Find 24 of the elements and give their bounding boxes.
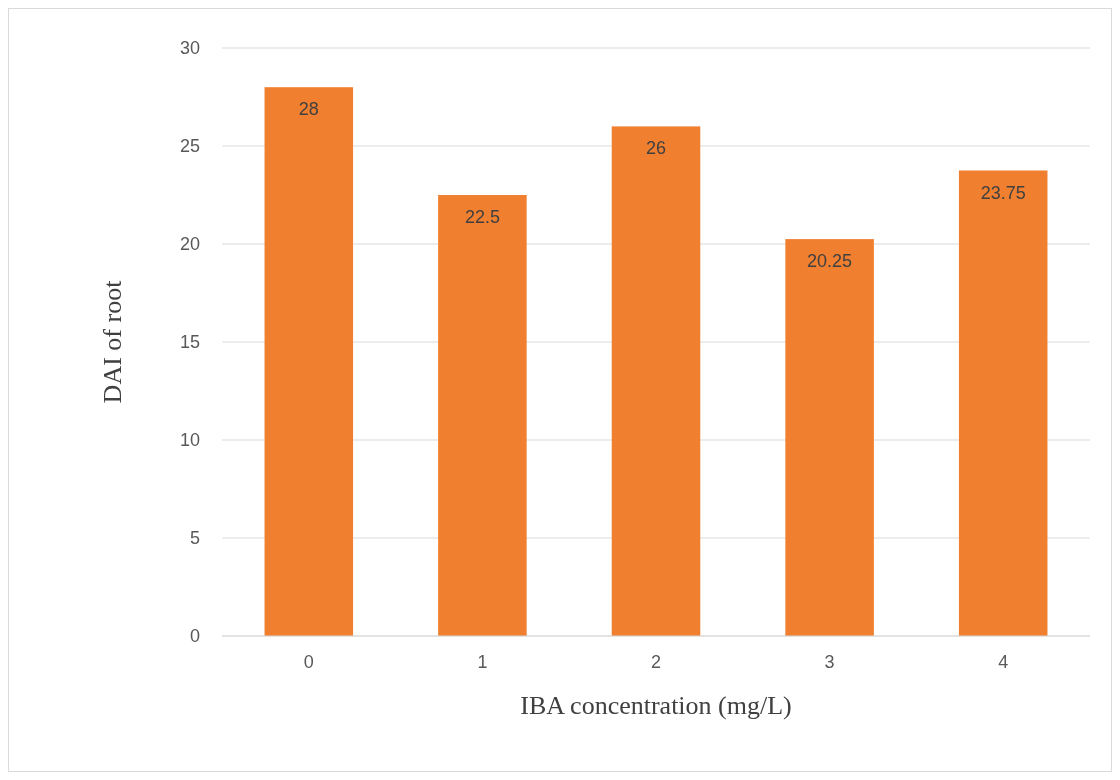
y-axis-title: DAI of root <box>98 279 127 404</box>
data-label: 26 <box>645 138 667 159</box>
y-tick-label: 10 <box>179 430 200 451</box>
y-tick-label: 15 <box>179 332 200 353</box>
bar <box>611 126 701 636</box>
bar <box>785 239 874 636</box>
x-tick-label: 2 <box>650 652 662 672</box>
y-tick-label: 25 <box>179 136 200 157</box>
data-label: 20.25 <box>807 251 853 272</box>
y-tick-label: 20 <box>179 234 200 255</box>
data-label: 23.75 <box>980 182 1026 203</box>
x-tick-label: 0 <box>303 652 314 672</box>
x-tick-label: 1 <box>477 652 488 672</box>
data-label: 28 <box>298 99 319 120</box>
y-tick-label: 5 <box>189 528 200 549</box>
y-tick-label: 30 <box>179 38 200 59</box>
bar <box>264 87 354 636</box>
bar <box>958 170 1048 636</box>
bar <box>438 195 527 636</box>
y-tick-label: 0 <box>189 626 200 647</box>
x-axis-title: IBA concentration (mg/L) <box>520 691 792 720</box>
x-tick-label: 3 <box>824 652 835 672</box>
x-tick-label: 4 <box>998 652 1009 672</box>
data-label: 22.5 <box>464 207 500 227</box>
